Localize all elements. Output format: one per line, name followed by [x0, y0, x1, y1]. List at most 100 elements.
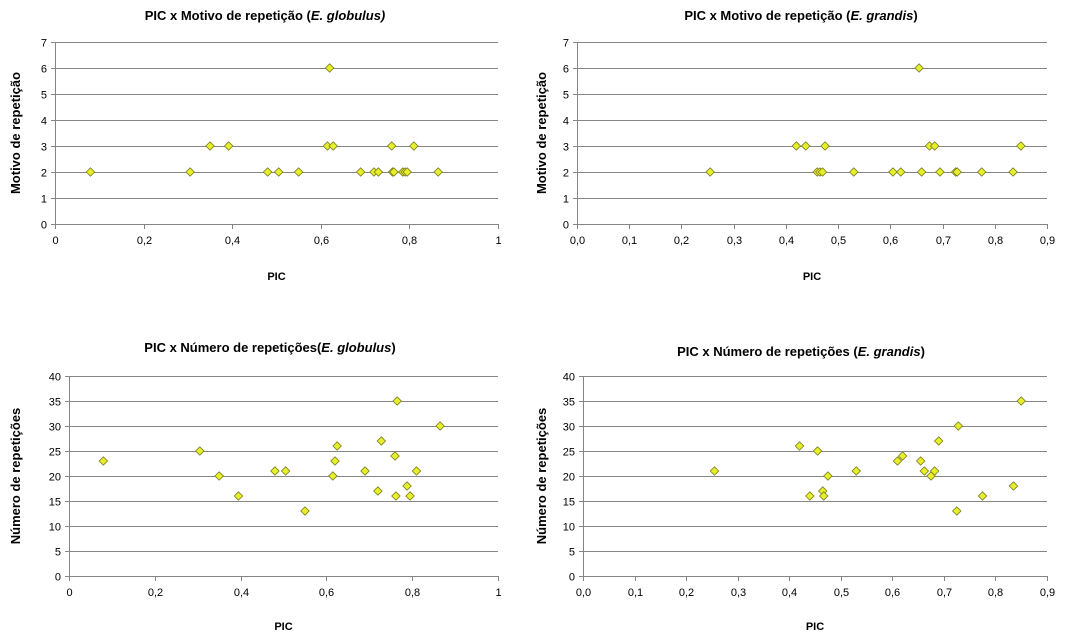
data-point [402, 481, 412, 491]
chart-title-part: E. grandis [850, 8, 913, 23]
chart-title: PIC x Número de repetições (E. grandis) [677, 344, 925, 359]
x-tick-label: 0,9 [1040, 235, 1055, 247]
chart-title-part: E. grandis [858, 344, 921, 359]
x-tick-label: 0,4 [779, 235, 794, 247]
chart-svg: PIC x Número de repetições(E. globulus) 0… [8, 340, 502, 633]
y-tick-label: 0 [41, 220, 47, 232]
data-point [373, 486, 383, 496]
y-tick-label: 10 [563, 522, 575, 534]
chart-title-part: ) [913, 8, 917, 23]
y-tick-label: 3 [41, 142, 47, 154]
x-tick-label: 0,8 [405, 587, 420, 599]
x-tick-label: 0,2 [679, 587, 694, 599]
data-point [823, 471, 833, 481]
x-tick-label: 0,6 [319, 587, 334, 599]
x-axis-label: PIC [806, 621, 824, 633]
data-point [818, 491, 829, 501]
x-tick-label: 0,5 [831, 235, 846, 247]
y-tick-label: 35 [563, 397, 575, 409]
x-tick-label: 0,8 [988, 587, 1003, 599]
chart-pic-numero-grandis: PIC x Número de repetições (E. grandis) 0… [530, 336, 1077, 641]
y-tick-label: 10 [49, 522, 61, 534]
data-point [849, 167, 859, 177]
chart-title: PIC x Motivo de repetição (E. grandis) [684, 8, 917, 23]
data-point [300, 506, 310, 516]
x-tick-label: 0,7 [937, 587, 952, 599]
y-tick-label: 15 [563, 497, 575, 509]
x-tick-label: 0,2 [674, 235, 689, 247]
data-point [794, 441, 805, 451]
chart-pic-motivo-globulus: PIC x Motivo de repetição (E. globulus) 0… [0, 0, 530, 305]
data-point [935, 167, 945, 177]
data-point [355, 167, 366, 177]
data-point [328, 471, 338, 481]
data-point [952, 167, 962, 177]
data-point [817, 167, 828, 177]
data-point [805, 491, 815, 501]
data-point [916, 167, 927, 177]
y-tick-label: 5 [563, 90, 569, 102]
data-point [1008, 167, 1018, 177]
data-point [195, 446, 205, 456]
x-tick-label: 0,6 [885, 587, 900, 599]
x-tick-label: 0,7 [936, 235, 951, 247]
data-point [433, 167, 443, 177]
data-point [273, 167, 284, 177]
data-point [223, 141, 234, 151]
data-point [233, 491, 244, 501]
data-point [270, 466, 280, 476]
chart-title: PIC x Número de repetições(E. globulus) [144, 340, 395, 355]
x-tick-label: 0,2 [137, 235, 152, 247]
data-point [953, 421, 964, 431]
x-tick-label: 0,1 [628, 587, 643, 599]
data-point [330, 456, 340, 466]
data-point [705, 167, 715, 177]
data-point [929, 466, 940, 476]
data-point [915, 456, 926, 466]
data-point [929, 141, 940, 151]
data-point [914, 63, 924, 73]
y-tick-label: 7 [41, 38, 47, 50]
y-axis-label: Número de repetições [534, 408, 549, 545]
data-point [435, 421, 445, 431]
chart-title-part: E. globulus) [311, 8, 385, 23]
x-tick-label: 1 [495, 587, 501, 599]
x-tick-label: 0,6 [883, 235, 898, 247]
data-point [280, 466, 291, 476]
x-axis-label: PIC [274, 621, 292, 633]
x-tick-label: 0,3 [727, 235, 742, 247]
x-tick-label: 0 [52, 235, 58, 247]
x-tick-label: 0,5 [834, 587, 849, 599]
data-point [709, 466, 720, 476]
x-tick-label: 0,0 [576, 587, 591, 599]
data-point [977, 491, 988, 501]
x-tick-label: 0,2 [148, 587, 163, 599]
chart-pic-numero-globulus: PIC x Número de repetições(E. globulus) 0… [0, 336, 530, 641]
data-point [332, 441, 342, 451]
y-tick-label: 40 [49, 372, 61, 384]
y-tick-label: 7 [563, 38, 569, 50]
chart-svg: PIC x Motivo de repetição (E. globulus) 0… [8, 8, 502, 283]
x-tick-label: 0,1 [622, 235, 637, 247]
chart-title-part: ) [921, 344, 925, 359]
y-tick-label: 20 [49, 472, 61, 484]
x-tick-label: 0,4 [234, 587, 249, 599]
y-tick-label: 1 [41, 194, 47, 206]
x-tick-label: 0,8 [988, 235, 1003, 247]
chart-title-part: PIC x Número de repetições ( [677, 344, 858, 359]
y-tick-label: 3 [563, 142, 569, 154]
x-tick-label: 0,9 [1040, 587, 1055, 599]
chart-svg: PIC x Motivo de repetição (E. grandis) 0 1… [534, 8, 1055, 283]
data-point [386, 141, 397, 151]
chart-svg: PIC x Número de repetições (E. grandis) 0… [534, 344, 1055, 633]
data-point [820, 141, 830, 151]
y-tick-label: 0 [569, 572, 575, 584]
data-point [896, 167, 906, 177]
y-tick-label: 35 [49, 397, 61, 409]
data-point [976, 167, 987, 177]
data-point [390, 451, 400, 461]
y-axis-label: Número de repetições [8, 408, 23, 545]
data-point [402, 167, 412, 177]
y-tick-label: 5 [55, 547, 61, 559]
y-tick-label: 2 [41, 168, 47, 180]
